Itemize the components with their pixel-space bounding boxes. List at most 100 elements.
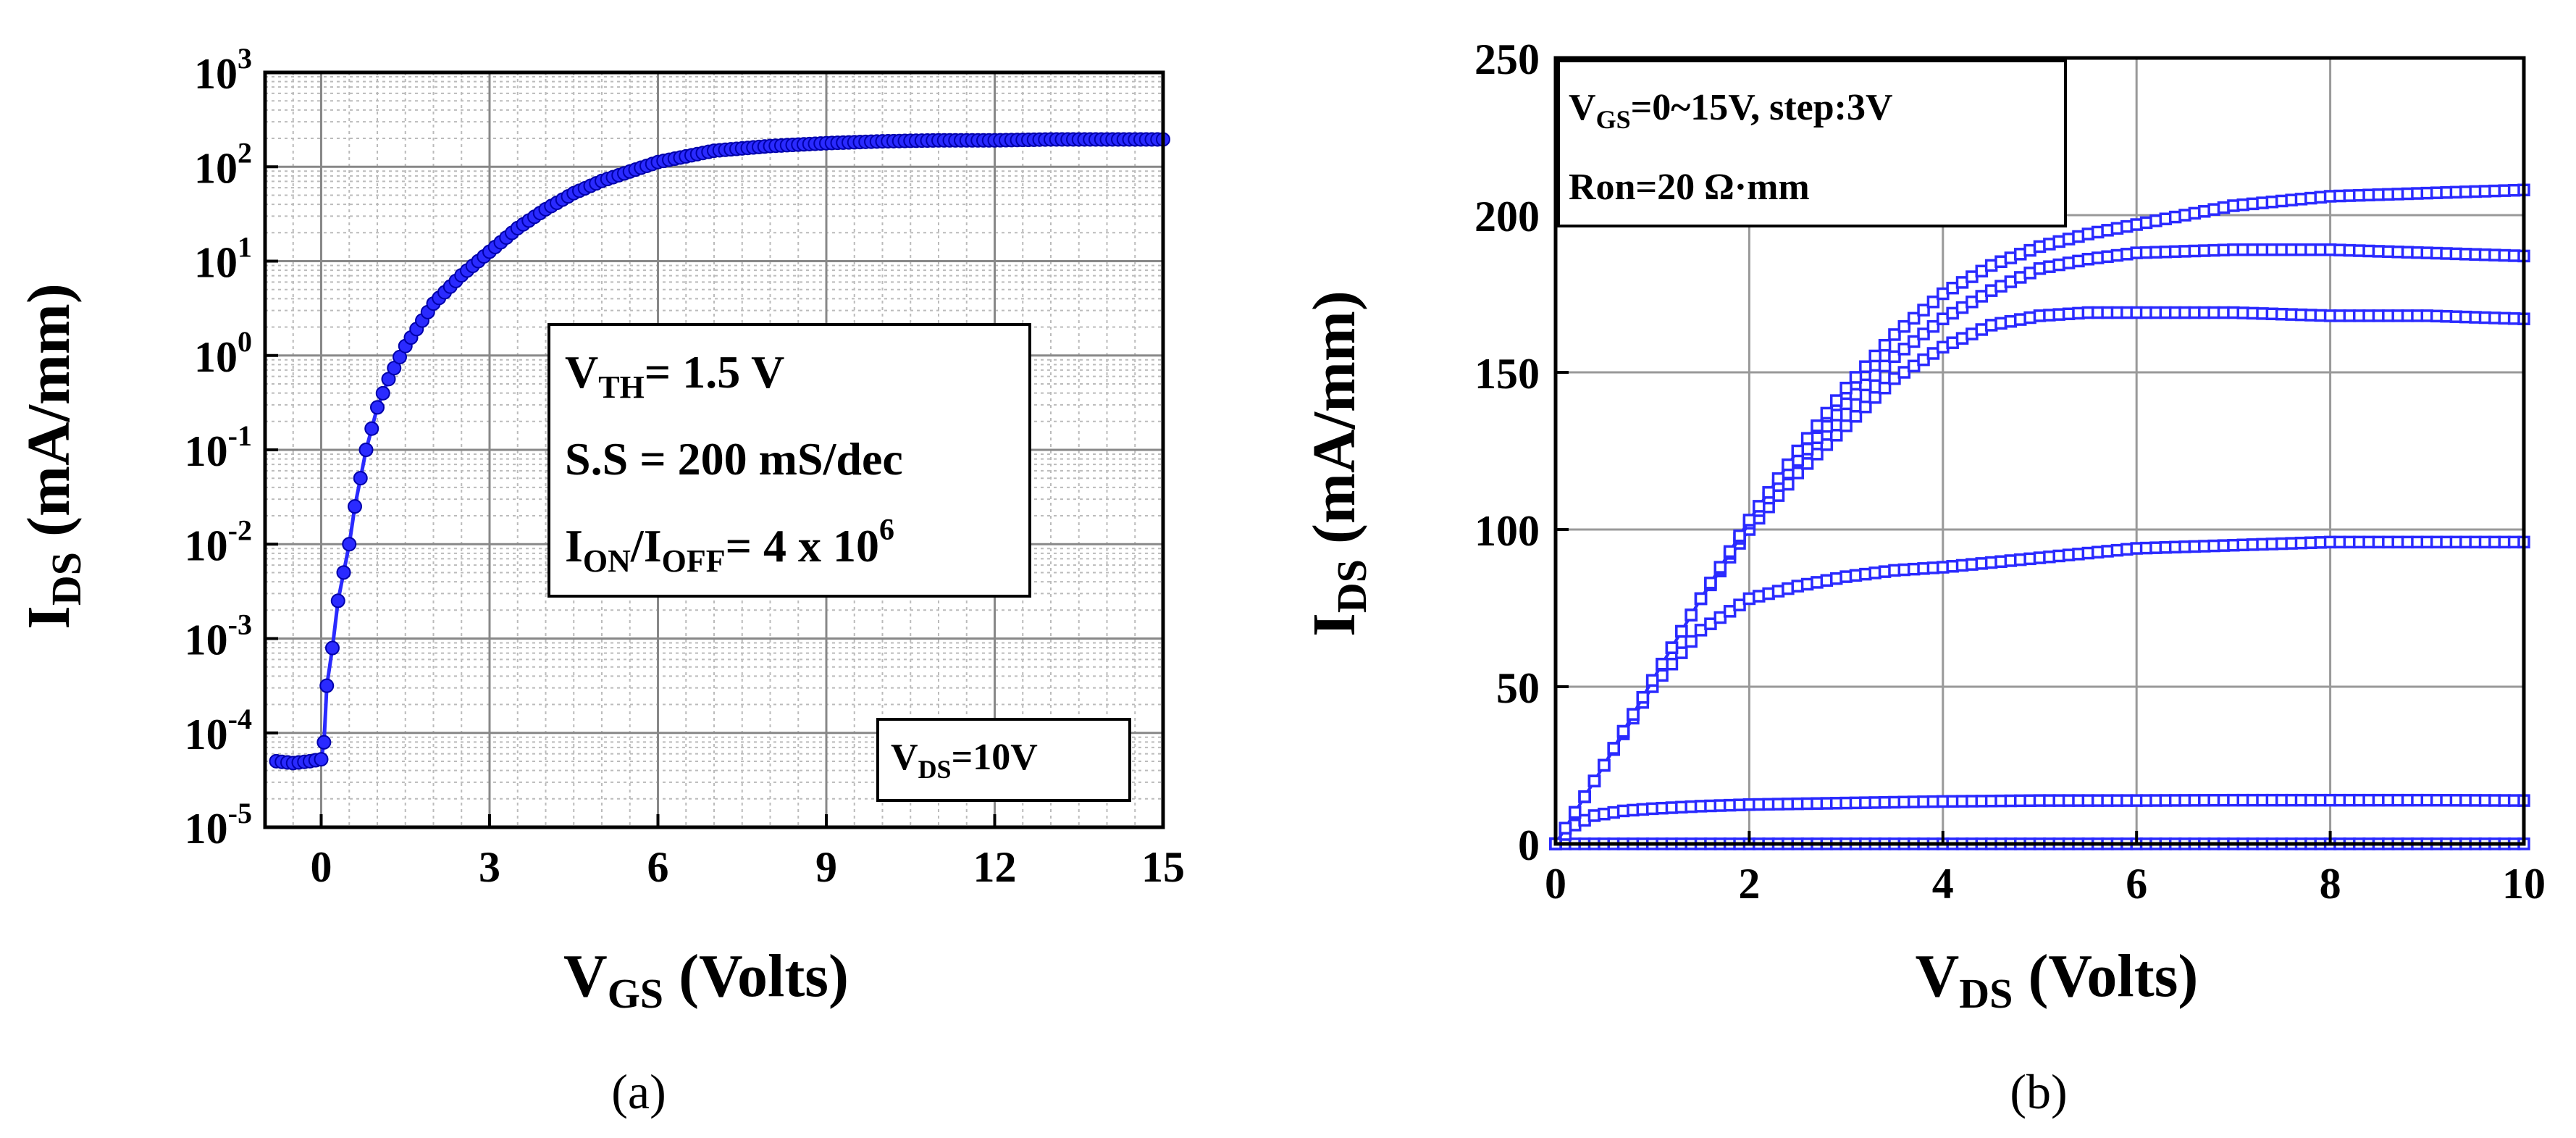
x-tick-label: 6 [647,843,669,891]
series-VGS=9V [1549,306,2530,850]
panel-a-x-ticks: 0 3 6 9 12 15 [311,814,1185,891]
data-point [1868,390,1881,404]
data-point [1771,472,1785,485]
data-point [1578,790,1591,803]
data-point [1568,806,1582,819]
data-point [1839,381,1853,395]
data-point [1616,724,1630,738]
y-tick-label: 101 [194,231,252,287]
data-point [1704,577,1717,590]
data-point [1820,406,1834,420]
x-tick-label: 0 [1545,860,1566,908]
x-tick-label: 8 [2320,860,2341,908]
y-tick-label: 103 [194,42,252,98]
panel-b-x-ticks: 0 2 4 6 8 10 [1545,831,2546,908]
x-tick-label: 4 [1932,860,1954,908]
panel-b-annotation-frame [1557,59,2067,227]
data-point [1859,378,1872,392]
ron-text: Ron=20 Ω·mm [1569,167,1810,208]
data-point [1685,635,1698,648]
data-point [1782,458,1795,472]
data-point [1829,429,1843,442]
data-point [1685,608,1698,622]
data-point [353,471,368,486]
panel-a-y-label: IDS (mA/mm) [15,283,90,629]
data-point [1849,371,1863,384]
x-tick-label: 0 [311,843,332,891]
data-point [1598,758,1611,772]
panel-b-series [1549,183,2530,850]
data-point [348,499,362,514]
series-line [1554,188,2525,845]
data-point [1868,349,1881,363]
data-point [1733,529,1746,543]
y-tick-label: 10-1 [185,419,252,475]
series-VGS=15V [1549,183,2530,850]
data-point [1907,311,1921,325]
data-point [1713,561,1727,574]
data-point [1926,296,1940,309]
data-point [1907,335,1921,348]
vth-text: VTH= 1.5 V [565,346,784,405]
data-point [1829,394,1843,407]
y-tick-label: 250 [1474,35,1540,83]
data-point [370,400,385,415]
x-tick-label: 6 [2126,860,2147,908]
y-tick-label: 0 [1518,821,1540,869]
data-point [1917,327,1930,340]
data-point [1859,400,1872,414]
y-tick-label: 102 [194,136,252,192]
y-tick-label: 200 [1474,193,1540,240]
data-point [336,565,351,580]
y-tick-label: 100 [194,325,252,381]
data-point [1645,674,1659,687]
data-point [316,735,332,750]
data-point [1820,438,1834,451]
data-point [1868,369,1881,382]
data-point [314,752,329,767]
data-point [1888,328,1901,341]
data-point [1636,691,1650,704]
y-tick-label: 10-4 [185,703,252,758]
data-point [1878,338,1892,352]
y-tick-label: 10-5 [185,797,252,853]
data-point [1723,545,1737,558]
panel-b-annotation-box: VGS=0~15V, step:3V Ron=20 Ω·mm [1557,59,2067,227]
data-point [1694,592,1708,606]
data-point [1926,319,1940,333]
y-tick-label: 50 [1496,664,1540,712]
data-point [364,421,379,436]
data-point [375,385,390,401]
data-point [1753,500,1766,513]
vgs-sweep-text: VGS=0~15V, step:3V [1569,87,1893,134]
panel-a-legend: VDS=10V [876,718,1131,802]
data-point [1917,304,1930,317]
y-tick-label: 100 [1474,507,1540,555]
panel-a-annotation-frame [547,323,1031,598]
ion-ioff-text: ION/IOFF= 4 x 106 [565,514,894,579]
ss-text: S.S = 200 mS/dec [565,433,903,485]
data-point [325,640,340,656]
data-point [1878,381,1892,395]
data-point [358,443,374,457]
panel-a-legend-frame [876,718,1131,802]
y-tick-label: 10-2 [185,514,252,569]
y-tick-label: 10-3 [185,608,252,664]
data-point [319,678,335,693]
data-point [330,593,345,608]
data-point [1897,343,1911,356]
data-point [1878,359,1892,373]
data-point [1627,708,1640,721]
panel-a: 0 3 6 9 12 15 10-5 10-4 10-3 10-2 10-1 100 101 102 10… [15,42,1185,1119]
panel-b-y-label: IDS (mA/mm) [1301,290,1375,637]
vds-legend-text: VDS=10V [891,737,1038,784]
x-tick-label: 15 [1141,843,1185,891]
y-tick-label: 150 [1474,350,1540,398]
data-point [1607,742,1620,755]
panel-b-frame [1553,56,2526,846]
panel-a-label: (a) [611,1064,666,1119]
panel-b-y-ticks: 0 50 100 150 200 250 [1474,35,1569,869]
data-point [1811,419,1824,432]
data-point [1762,486,1775,499]
